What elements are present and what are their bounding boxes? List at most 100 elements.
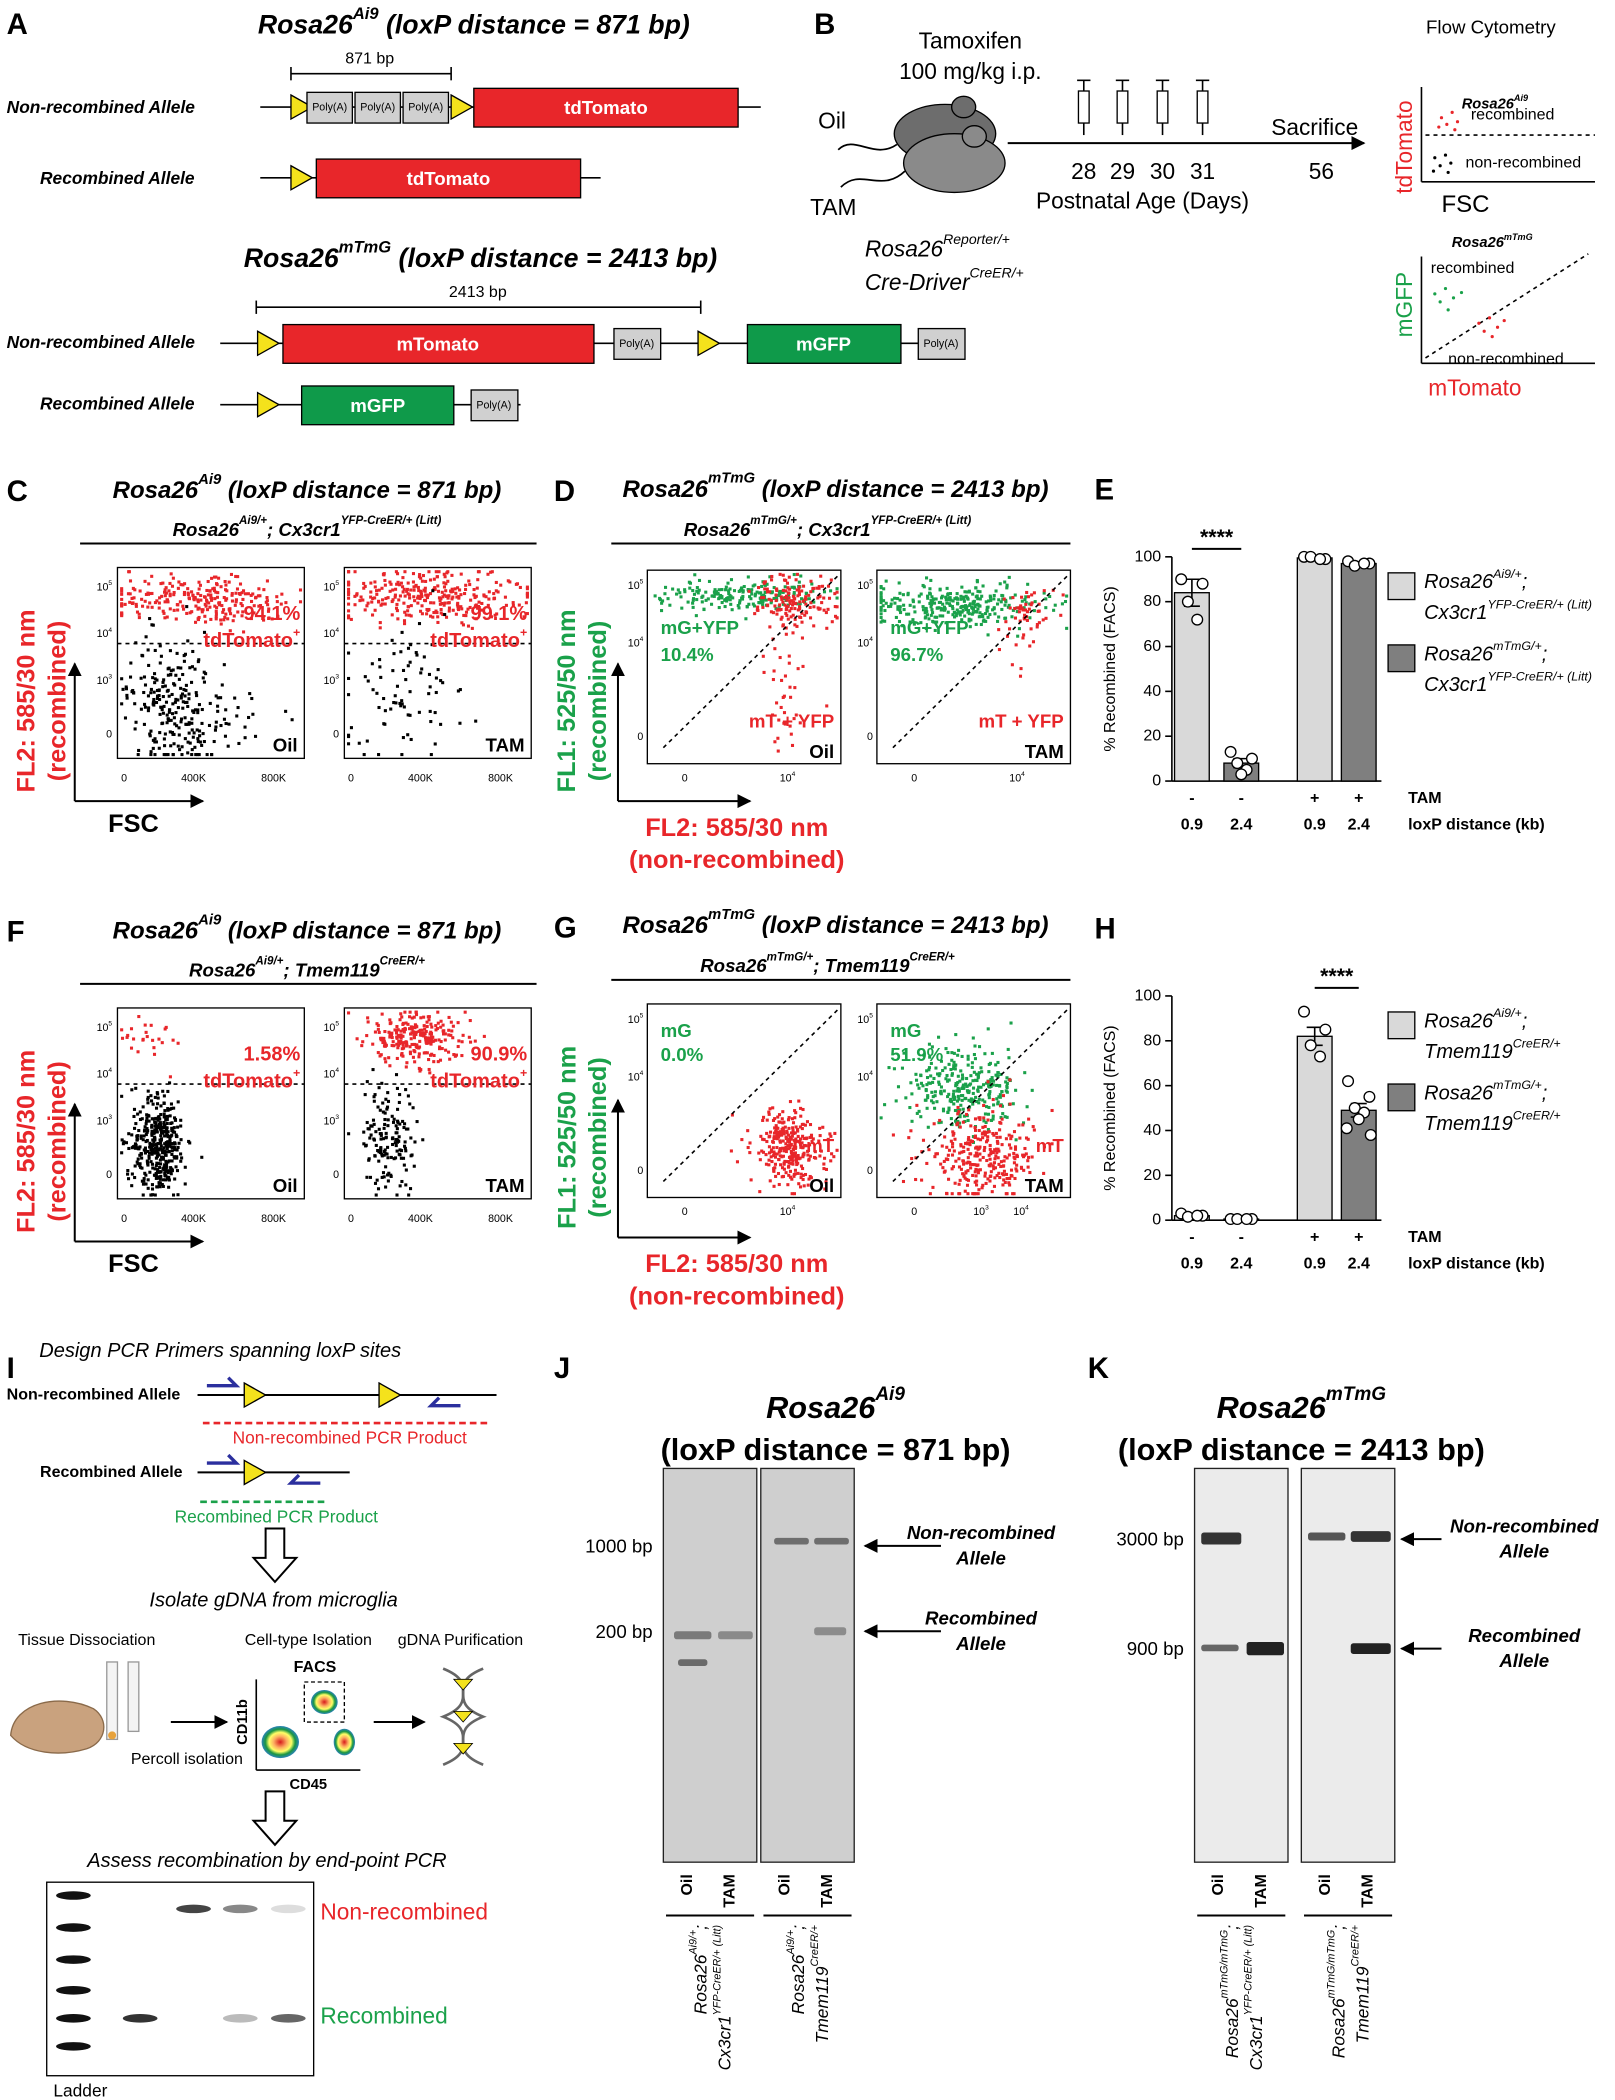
event-dot: [998, 1135, 1002, 1139]
event-dot: [1451, 296, 1456, 300]
event-dot: [373, 608, 377, 612]
event-dot: [212, 589, 216, 593]
event-dot: [162, 753, 166, 757]
text-part: Cre-Driver: [865, 269, 971, 295]
text-part: ;: [691, 1925, 711, 1930]
loxp-site: [378, 1381, 402, 1409]
condition-label: TAM: [1025, 1175, 1064, 1196]
event-dot: [661, 599, 665, 603]
text-part: YFP-CreER/+ (Litt): [1488, 597, 1592, 611]
event-dot: [158, 731, 162, 735]
event-dot: [790, 1134, 794, 1138]
event-dot: [226, 617, 230, 621]
event-dot: [970, 1065, 974, 1069]
panel-label: E: [1094, 474, 1114, 507]
event-dot: [120, 602, 124, 606]
event-dot: [401, 1156, 406, 1160]
event-dot: [473, 1039, 477, 1043]
event-dot: [235, 587, 240, 591]
event-dot: [453, 587, 457, 591]
event-dot: [763, 580, 767, 584]
event-dot: [1030, 601, 1034, 605]
event-dot: [956, 1094, 960, 1098]
event-dot: [197, 658, 201, 662]
text-part: 10: [628, 1071, 640, 1083]
gel-genotype: Cx3cr1YFP-CreER/+ (Litt): [711, 1925, 734, 2070]
event-dot: [275, 600, 279, 604]
event-dot: [165, 1146, 169, 1151]
event-dot: [399, 704, 403, 708]
event-dot: [939, 1059, 943, 1063]
event-dot: [143, 702, 147, 706]
event-dot: [408, 1015, 412, 1019]
event-dot: [967, 617, 971, 621]
event-dot: [275, 595, 279, 599]
event-dot: [1010, 663, 1014, 667]
event-dot: [967, 1089, 971, 1093]
event-dot: [982, 1116, 986, 1120]
event-dot: [971, 1091, 975, 1095]
event-dot: [164, 700, 169, 704]
event-dot: [406, 1022, 410, 1026]
event-dot: [432, 1039, 436, 1043]
event-dot: [196, 753, 200, 757]
text-part: Rosa26: [684, 518, 751, 539]
event-dot: [923, 1098, 927, 1102]
event-dot: [759, 1134, 763, 1138]
text-part: tdTomato: [203, 1070, 293, 1092]
event-dot: [153, 740, 157, 744]
event-dot: [937, 1080, 941, 1084]
event-dot: [825, 704, 829, 708]
event-dot: [947, 1062, 951, 1066]
text-part: mTmG/+: [1493, 639, 1542, 653]
event-dot: [757, 601, 761, 605]
event-dot: [1004, 1172, 1009, 1176]
event-dot: [768, 590, 772, 594]
event-dot: [986, 1080, 990, 1084]
event-dot: [686, 600, 690, 604]
event-dot: [767, 1163, 771, 1167]
event-dot: [776, 749, 780, 753]
gene-label: mTomato: [396, 333, 479, 354]
event-dot: [484, 595, 488, 599]
event-dot: [216, 696, 220, 700]
event-dot: [156, 1141, 160, 1146]
event-dot: [746, 575, 750, 579]
event-dot: [782, 721, 786, 725]
tick-label: 0: [682, 1206, 688, 1218]
event-dot: [979, 622, 983, 627]
event-dot: [792, 1145, 796, 1149]
y-tick-label: 60: [1143, 638, 1161, 655]
text-part: Ai9: [197, 472, 222, 488]
event-dot: [187, 697, 191, 701]
event-dot: [229, 572, 234, 576]
event-dot: [998, 1084, 1002, 1088]
event-dot: [943, 1135, 947, 1139]
event-dot: [227, 722, 231, 726]
event-dot: [449, 1033, 453, 1037]
event-dot: [347, 735, 351, 739]
event-dot: [408, 1027, 412, 1031]
event-dot: [1453, 128, 1457, 132]
event-dot: [149, 729, 153, 733]
tick-label: 105: [857, 578, 873, 592]
event-dot: [215, 606, 219, 610]
event-dot: [947, 598, 951, 602]
event-dot: [142, 690, 146, 695]
event-dot: [163, 732, 167, 736]
event-dot: [464, 587, 468, 592]
event-dot: [169, 1102, 173, 1106]
event-dot: [969, 1124, 973, 1128]
event-dot: [441, 612, 445, 616]
event-dot: [778, 603, 782, 607]
event-dot: [377, 588, 381, 592]
event-dot: [1022, 1168, 1026, 1172]
event-dot: [989, 1149, 993, 1154]
gel-image: [1300, 1467, 1396, 1863]
event-dot: [238, 582, 243, 586]
event-dot: [136, 1134, 140, 1138]
event-dot: [403, 1140, 407, 1144]
event-dot: [165, 1133, 169, 1137]
event-dot: [996, 1147, 1000, 1151]
